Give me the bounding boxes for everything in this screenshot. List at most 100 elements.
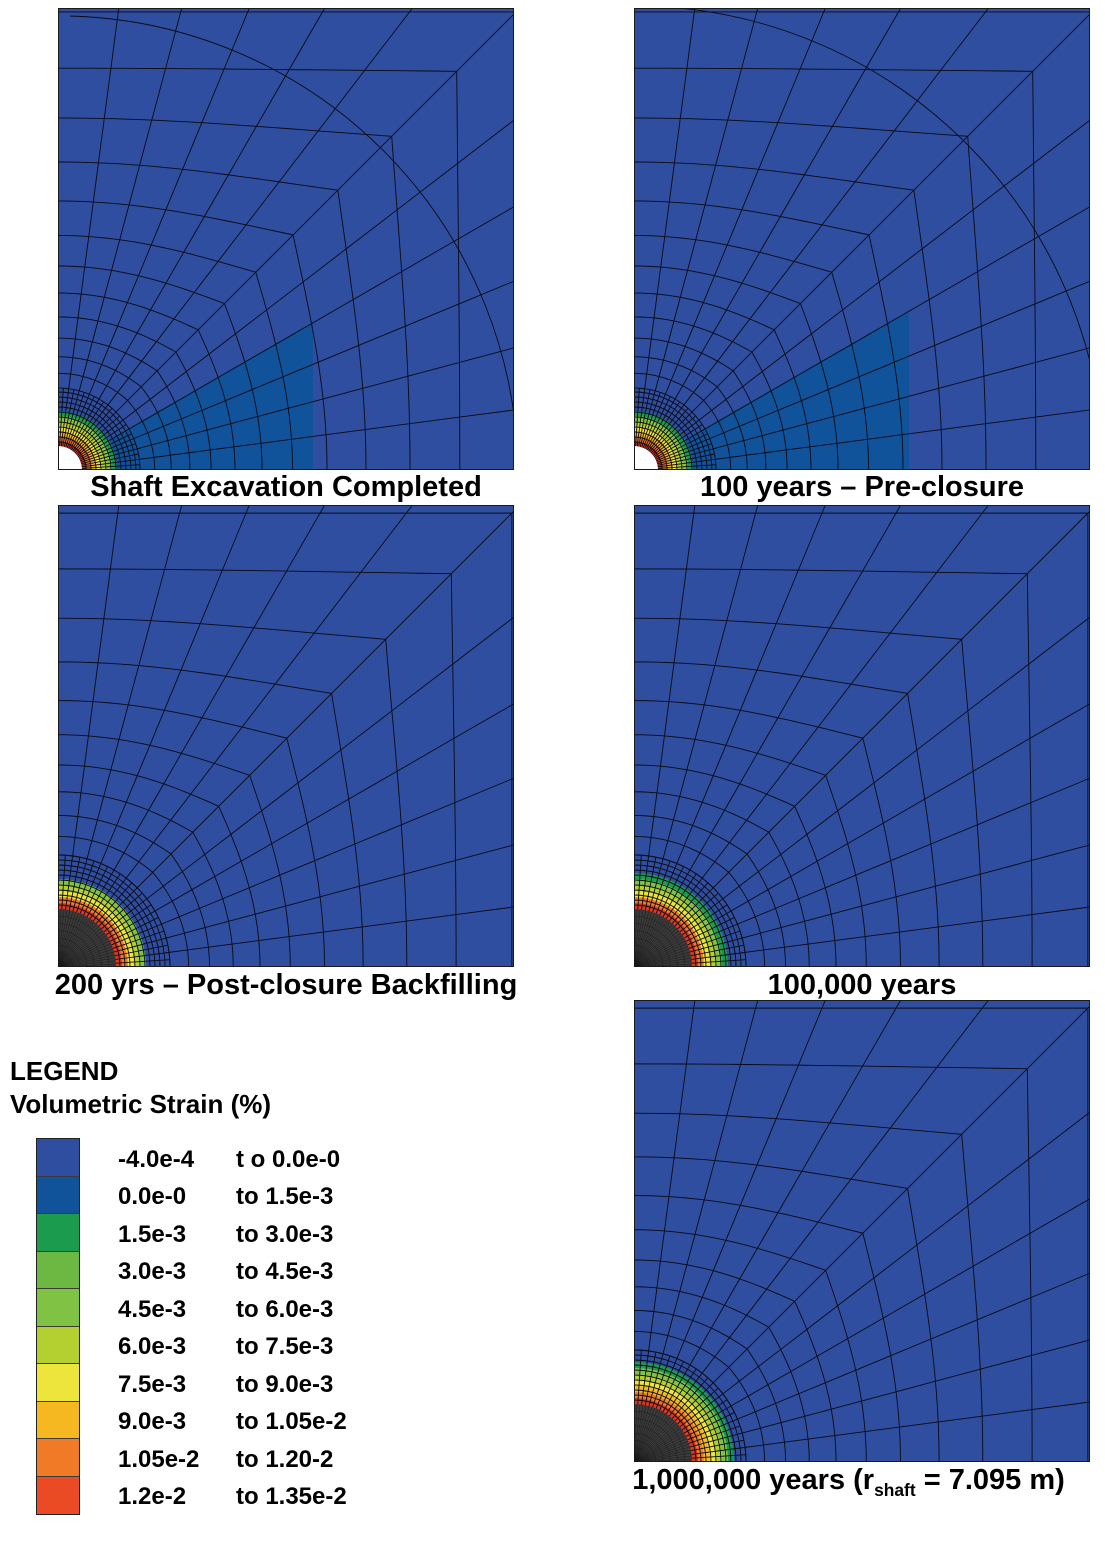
mesh-lines — [634, 1000, 1090, 1462]
mesh-ray-coarse — [133, 280, 514, 440]
mesh-ray-coarse — [644, 8, 696, 389]
backfill-ring — [58, 930, 95, 967]
mesh-ray-coarse — [68, 8, 120, 389]
mesh-ray-fine — [641, 855, 650, 910]
backfill-ring — [58, 952, 73, 967]
legend-to: to 1.20-2 — [236, 1445, 334, 1473]
legend-title: LEGEND — [10, 1056, 119, 1086]
mesh-ray-fine — [684, 1405, 732, 1434]
mesh-ray-fine — [644, 1352, 657, 1406]
mesh-ray-coarse — [78, 8, 183, 391]
mesh-ray-coarse — [154, 703, 514, 912]
mesh-ray-fine — [652, 1355, 671, 1408]
mesh-lines — [634, 505, 1090, 967]
mesh-ray-fine — [653, 424, 703, 458]
mesh-ray-coarse — [683, 8, 990, 406]
caption-excavation: Shaft Excavation Completed — [90, 471, 482, 503]
mesh-ray-fine — [657, 448, 714, 465]
mesh-ray-fine — [77, 424, 127, 458]
mesh-ray-fine — [636, 388, 646, 447]
mesh-ray-fine — [648, 858, 664, 912]
legend-to: to 7.5e-3 — [236, 1333, 334, 1361]
legend-from: 7.5e-3 — [118, 1370, 187, 1398]
mesh-ray-fine — [79, 433, 132, 460]
mesh-ray-fine — [650, 411, 693, 454]
backfill-ring — [634, 1411, 685, 1462]
shaft-opening — [58, 446, 82, 470]
mesh-ray-fine — [642, 394, 666, 448]
mesh-ray-coarse — [137, 347, 514, 450]
legend-swatch — [37, 1326, 79, 1364]
mesh-ray-fine — [691, 959, 746, 964]
mesh-ray-fine — [80, 443, 136, 463]
mesh-ray-fine — [111, 923, 162, 946]
legend-swatch — [37, 1364, 79, 1402]
mesh-plot — [634, 8, 1090, 470]
mesh-ray-coarse — [136, 510, 514, 889]
mesh-ray-fine — [681, 1399, 728, 1431]
panel-border — [634, 8, 1090, 470]
mesh-lines — [634, 8, 1090, 470]
legend-labels: -4.0e-4 t o 0.0e-0 0.0e-0 to 1.5e-3 1.5e-3 to… — [118, 1141, 347, 1516]
legend-from: 6.0e-3 — [118, 1333, 187, 1361]
mesh-ray-fine — [61, 855, 66, 910]
backfill-ring — [634, 1447, 649, 1462]
legend-from: 0.0e-0 — [118, 1183, 187, 1211]
mesh-ray-coarse — [128, 206, 514, 430]
mesh-ray-fine — [638, 389, 651, 447]
mesh-ray-coarse — [742, 844, 1090, 939]
legend-entry: 9.0e-3 to 1.05e-2 — [118, 1404, 347, 1442]
legend-from: 1.05e-2 — [118, 1445, 200, 1473]
legend-subtitle: Volumetric Strain (%) — [10, 1089, 272, 1119]
mesh-ray-fine — [690, 944, 744, 957]
mesh-ray-coarse — [664, 8, 826, 395]
legend-from: 4.5e-3 — [118, 1295, 187, 1323]
panel-1000000-years — [634, 1000, 1090, 1462]
mesh-ray-fine — [689, 1432, 743, 1448]
mesh-ray-fine — [114, 944, 168, 957]
panel-100000-years — [634, 505, 1090, 967]
mesh-ray-fine — [62, 389, 75, 447]
mesh-ray-fine — [74, 411, 117, 454]
mesh-ray-fine — [113, 937, 167, 953]
panel-border — [58, 505, 514, 967]
reference-arcs — [69, 15, 514, 419]
backfill-mesh — [58, 909, 116, 967]
disturbed-zone — [78, 322, 313, 470]
mesh-ray-fine — [101, 892, 143, 930]
mesh-ray-fine — [668, 877, 703, 922]
mesh-ray-fine — [75, 415, 120, 455]
legend-from: 1.2e-2 — [118, 1483, 187, 1511]
mesh-ray-fine — [76, 860, 95, 913]
mesh-plot — [58, 505, 514, 967]
legend-entry: 0.0e-0 to 1.5e-3 — [118, 1179, 347, 1217]
mesh-ray-fine — [81, 448, 138, 465]
mesh-ray-fine — [690, 1439, 744, 1452]
legend-from: 9.0e-3 — [118, 1408, 187, 1436]
mesh-ray-fine — [674, 1382, 714, 1422]
mesh-ray-fine — [78, 428, 130, 459]
mesh-ray-fine — [655, 863, 678, 914]
mesh-ray-fine — [65, 855, 74, 910]
mesh-ray-fine — [644, 857, 657, 911]
caption-subscript: shaft — [874, 1479, 916, 1500]
mesh-ray-fine — [70, 401, 104, 451]
mesh-ray-fine — [687, 923, 738, 946]
backfill-ring — [634, 930, 671, 967]
mesh-ray-coarse — [701, 1000, 990, 1374]
mesh-ray-fine — [92, 877, 127, 922]
mesh-ray-fine — [684, 910, 732, 939]
legend-entry: 1.05e-2 to 1.20-2 — [118, 1441, 347, 1479]
mesh-ray-fine — [79, 863, 102, 914]
mesh-ray-fine — [644, 396, 671, 449]
mesh-ray-fine — [73, 408, 113, 453]
mesh-ray-coarse — [115, 13, 514, 413]
mesh-ray-coarse — [730, 1198, 1090, 1407]
backfill-ring — [634, 923, 678, 967]
legend-swatch — [37, 1176, 79, 1214]
mesh-ray-fine — [657, 458, 716, 468]
legend-swatch — [37, 1439, 79, 1477]
legend-from: 3.0e-3 — [118, 1258, 187, 1286]
mesh-ray-fine — [656, 443, 712, 463]
mesh-ray-fine — [665, 873, 697, 920]
